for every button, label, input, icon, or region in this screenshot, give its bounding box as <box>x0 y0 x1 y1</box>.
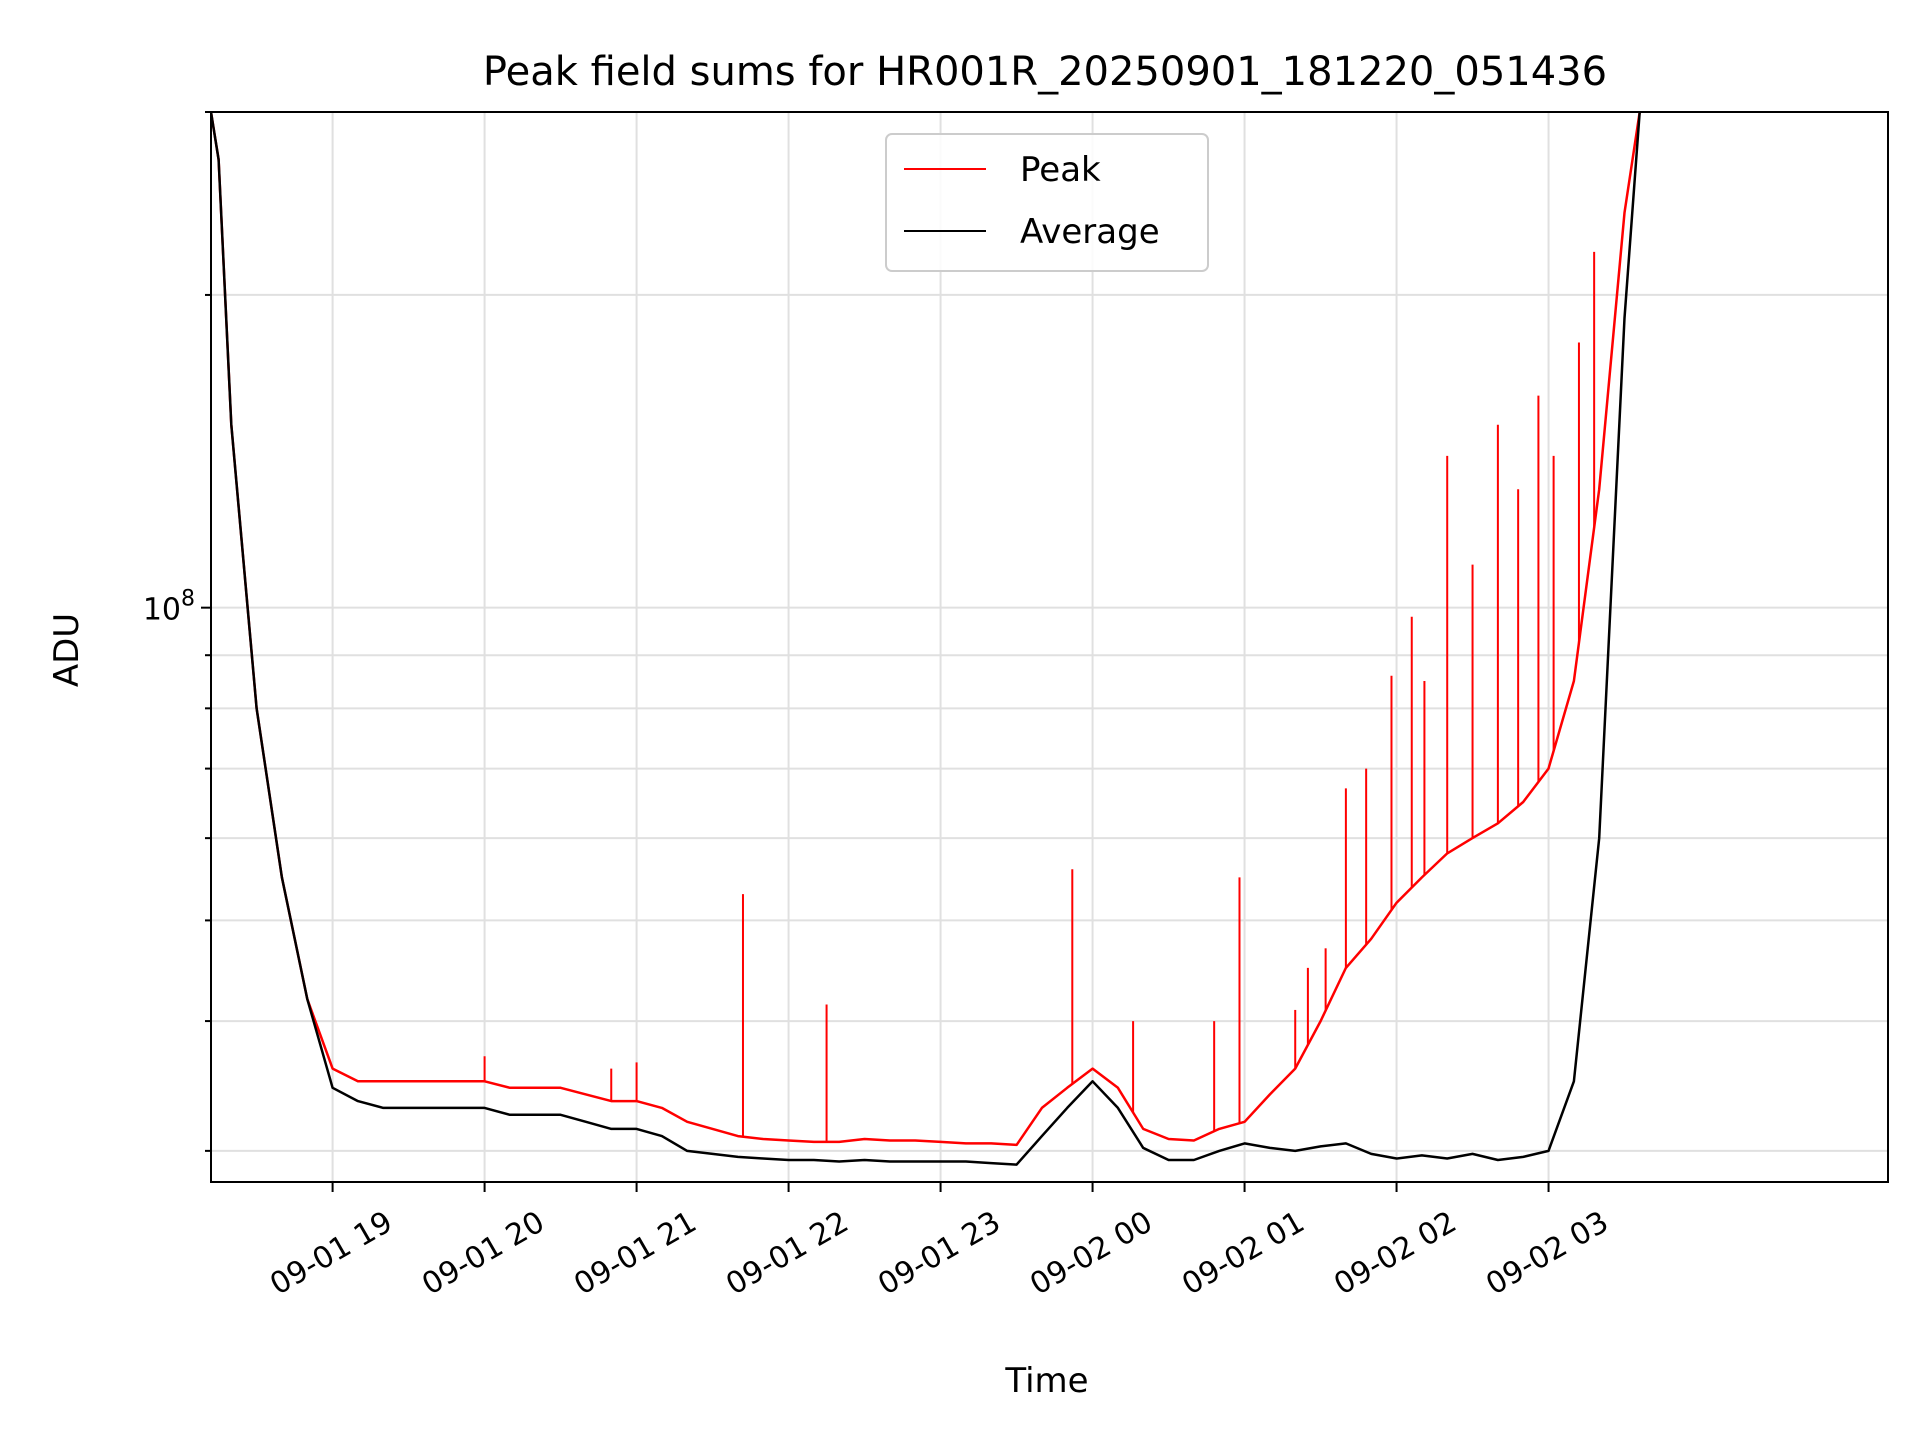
y-tick-label: 108 <box>143 587 195 628</box>
y-axis: 108 <box>143 111 211 1152</box>
legend-label-average: Average <box>1020 212 1160 252</box>
series-line-average <box>211 112 1641 1166</box>
legend-label-peak: Peak <box>1020 150 1101 190</box>
plot-frame <box>210 111 1889 1183</box>
x-axis-label: Time <box>1004 1361 1088 1401</box>
y-axis-label: ADU <box>47 613 87 687</box>
plot-lines <box>211 112 1641 1166</box>
chart-title: Peak field sums for HR001R_20250901_1812… <box>483 49 1607 95</box>
legend: Peak Average <box>885 133 1209 272</box>
series-line-peak <box>211 112 1641 1147</box>
